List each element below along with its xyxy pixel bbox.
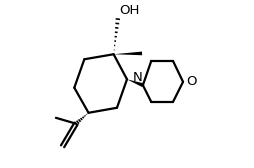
Text: O: O (186, 75, 197, 88)
Polygon shape (114, 52, 142, 55)
Text: N: N (132, 71, 142, 84)
Polygon shape (127, 79, 144, 87)
Text: OH: OH (119, 4, 140, 17)
